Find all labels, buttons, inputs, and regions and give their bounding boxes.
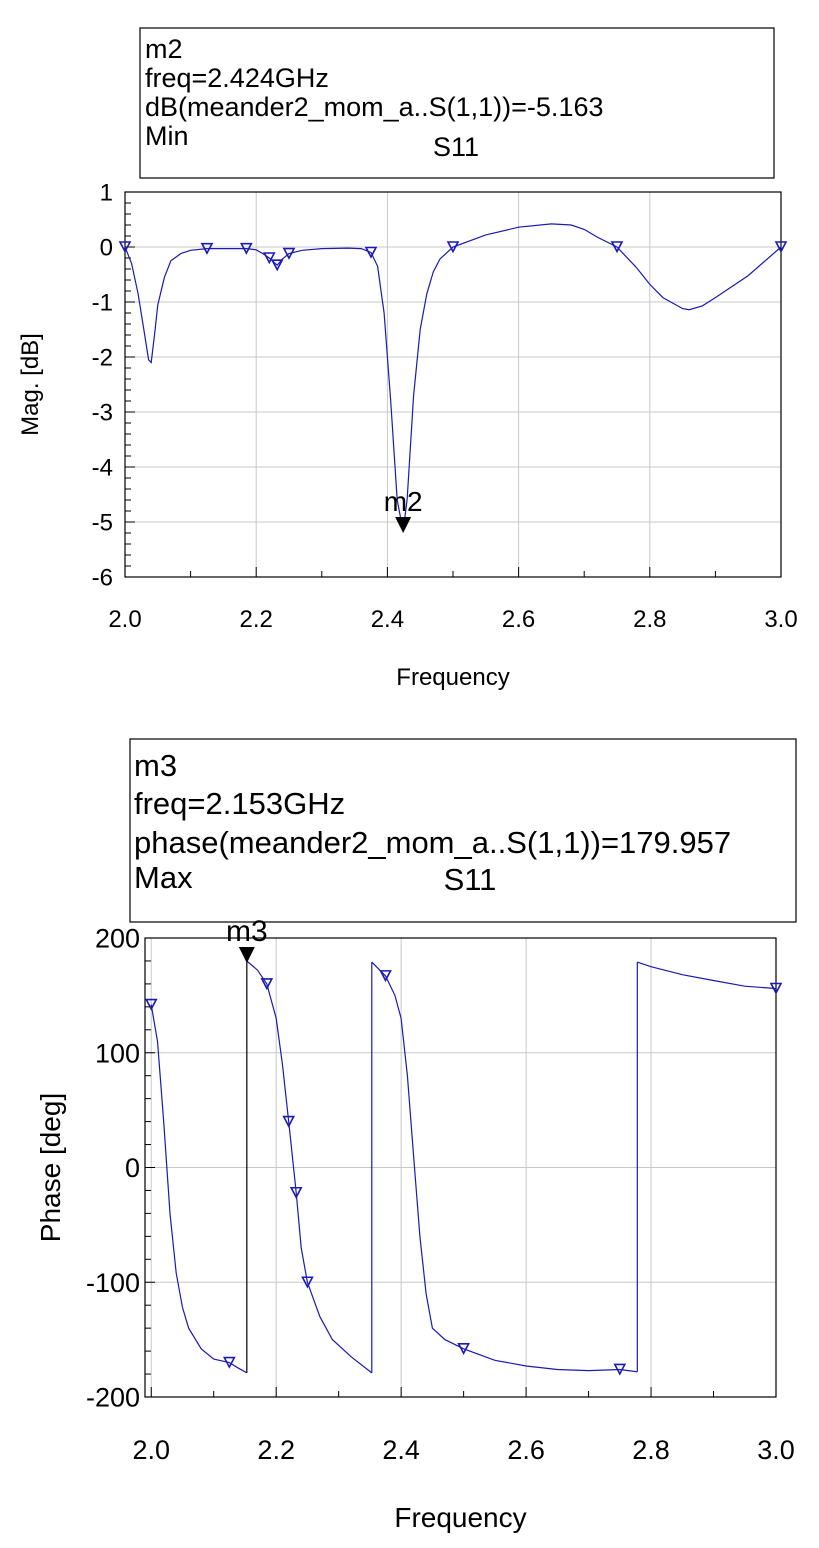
- series-line: [371, 961, 638, 1373]
- trace-marker: [260, 978, 274, 991]
- x-tick-label: 2.0: [132, 1435, 170, 1465]
- trace-marker: [610, 241, 624, 254]
- trace-marker: [262, 252, 276, 265]
- marker-label: m3: [226, 915, 268, 948]
- y-tick-label: 0: [125, 1153, 140, 1183]
- x-axis-label: Frequency: [396, 664, 509, 691]
- marker-label: m2: [384, 486, 423, 517]
- chart-1: 2.0 2.2 2.4 2.6 2.8 3.0 -6 -5 -4 -3 -2 -1 0 1 Frequenc…: [17, 27, 798, 691]
- marker-readout-line: freq=2.153GHz: [134, 786, 345, 821]
- chart-title: S11: [433, 132, 479, 162]
- marker-readout-line: m3: [134, 748, 177, 783]
- marker-point[interactable]: [395, 516, 412, 533]
- trace-marker: [301, 1276, 314, 1289]
- trace-marker: [223, 1356, 236, 1369]
- marker-readout-line: m2: [145, 34, 183, 64]
- y-tick-label: -5: [92, 510, 113, 537]
- series-line: [246, 960, 373, 1374]
- y-tick-label: -200: [86, 1383, 140, 1413]
- x-tick-label: 2.4: [382, 1435, 420, 1465]
- x-axis-label: Frequency: [394, 1502, 526, 1533]
- trace-marker: [769, 982, 783, 995]
- x-tick-label: 2.0: [108, 606, 141, 633]
- y-tick-label: 1: [100, 180, 113, 207]
- trace-marker: [457, 1343, 470, 1356]
- marker-readout-line: phase(meander2_mom_a..S(1,1))=179.957: [134, 825, 731, 860]
- series-line: [150, 1004, 248, 1374]
- y-tick-label: -6: [92, 565, 113, 592]
- y-tick-label: -4: [92, 455, 113, 482]
- y-tick-label: -100: [86, 1268, 140, 1298]
- trace-marker: [379, 970, 392, 983]
- marker-readout-line: dB(meander2_mom_a..S(1,1))=-5.163: [145, 92, 604, 122]
- x-tick-label: 2.8: [632, 1435, 670, 1465]
- x-tick-label: 3.0: [757, 1435, 795, 1465]
- trace-marker: [240, 242, 253, 255]
- plot-frame: [144, 937, 777, 1398]
- x-tick-label: 2.8: [633, 606, 666, 633]
- plot-frame: [124, 191, 782, 578]
- y-axis-label: Mag. [dB]: [17, 333, 44, 436]
- series-line: [124, 223, 782, 532]
- y-tick-label: 100: [95, 1038, 140, 1068]
- trace-marker: [364, 246, 378, 259]
- marker-readout-line: Max: [134, 860, 193, 895]
- trace-marker: [282, 247, 296, 260]
- marker-readout-box: [129, 738, 797, 923]
- trace-marker: [613, 1363, 627, 1376]
- x-tick-label: 2.2: [257, 1435, 295, 1465]
- marker-point[interactable]: [238, 946, 255, 963]
- y-tick-label: 0: [100, 235, 113, 262]
- trace-marker: [282, 1115, 296, 1128]
- series-line: [637, 961, 777, 990]
- marker-readout-box: [139, 27, 775, 179]
- x-tick-label: 2.6: [507, 1435, 545, 1465]
- trace-marker: [289, 1186, 303, 1199]
- y-axis-label: Phase [deg]: [35, 1093, 66, 1242]
- marker-readout-line: freq=2.424GHz: [145, 63, 329, 93]
- trace-marker: [144, 998, 158, 1011]
- chart-2: 2.0 2.2 2.4 2.6 2.8 3.0 -200 -100 0 100 200 Frequen…: [35, 738, 797, 1533]
- y-tick-label: 200: [95, 924, 140, 954]
- y-tick-label: -1: [92, 290, 113, 317]
- y-tick-label: -3: [92, 400, 113, 427]
- trace-marker: [118, 241, 132, 254]
- trace-marker: [446, 241, 460, 254]
- trace-marker: [270, 259, 284, 272]
- chart-title: S11: [444, 862, 497, 897]
- x-tick-label: 3.0: [764, 606, 797, 633]
- x-tick-label: 2.2: [240, 606, 273, 633]
- x-tick-label: 2.6: [502, 606, 535, 633]
- x-tick-label: 2.4: [371, 606, 404, 633]
- trace-marker: [774, 241, 788, 254]
- y-tick-label: -2: [92, 345, 113, 372]
- trace-marker: [200, 242, 214, 255]
- marker-readout-line: Min: [145, 121, 189, 151]
